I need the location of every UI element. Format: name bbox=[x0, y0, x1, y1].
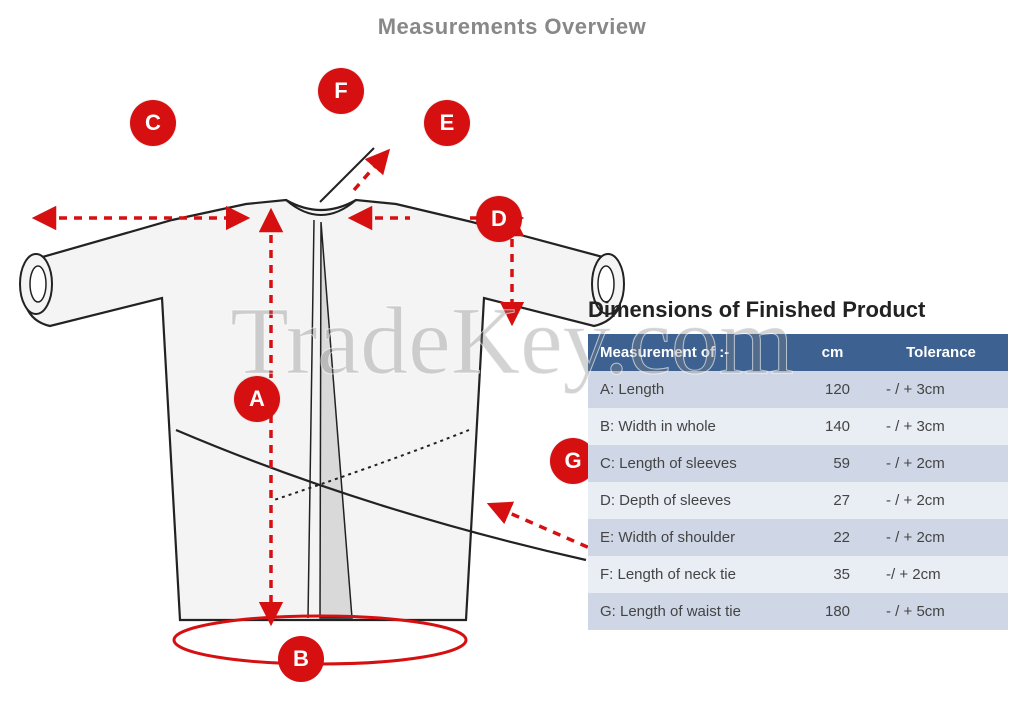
table-row: B: Width in whole140- / + 3cm bbox=[588, 408, 1008, 445]
callout-c: C bbox=[130, 100, 176, 146]
table-row: E: Width of shoulder22- / + 2cm bbox=[588, 519, 1008, 556]
callout-b: B bbox=[278, 636, 324, 682]
col-cm: cm bbox=[791, 334, 874, 371]
table-row: F: Length of neck tie35-/ + 2cm bbox=[588, 556, 1008, 593]
callout-d: D bbox=[476, 196, 522, 242]
table-row: C: Length of sleeves59- / + 2cm bbox=[588, 445, 1008, 482]
callout-e: E bbox=[424, 100, 470, 146]
table-row: G: Length of waist tie180- / + 5cm bbox=[588, 593, 1008, 630]
page-title: Measurements Overview bbox=[0, 14, 1024, 40]
table-row: A: Length120- / + 3cm bbox=[588, 371, 1008, 408]
dimensions-table: Measurement of :- cm Tolerance A: Length… bbox=[588, 334, 1008, 630]
table-row: D: Depth of sleeves27- / + 2cm bbox=[588, 482, 1008, 519]
col-measurement: Measurement of :- bbox=[588, 334, 791, 371]
col-tolerance: Tolerance bbox=[874, 334, 1008, 371]
gown-diagram bbox=[14, 140, 628, 634]
table-title: Dimensions of Finished Product bbox=[588, 297, 925, 323]
callout-f: F bbox=[318, 68, 364, 114]
callout-a: A bbox=[234, 376, 280, 422]
